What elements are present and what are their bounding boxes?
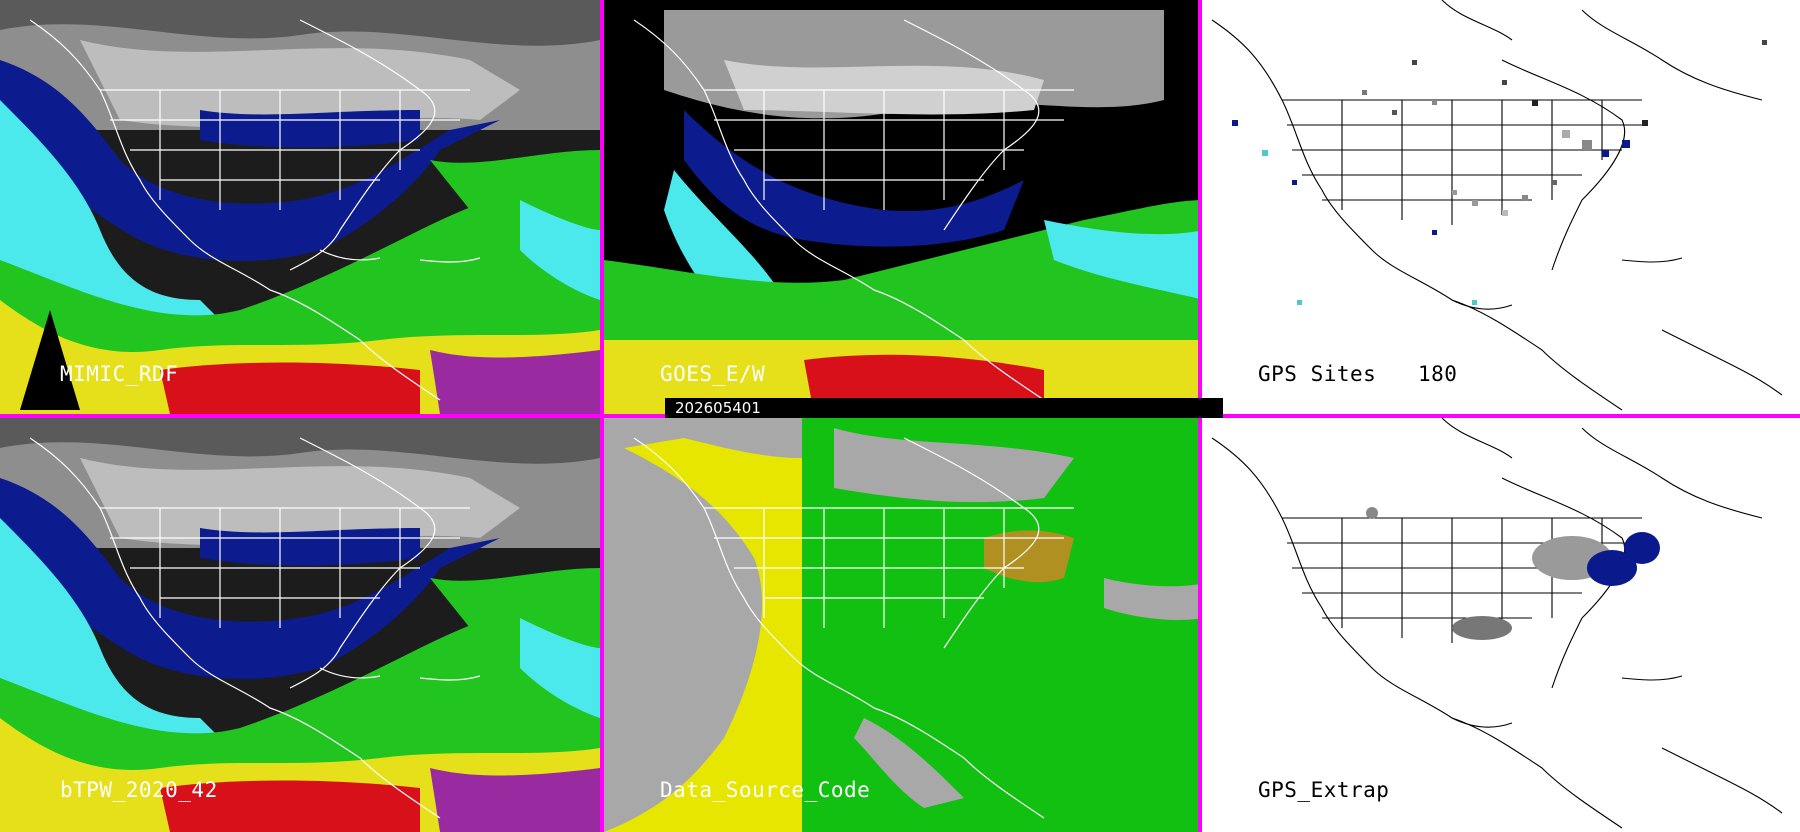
gps-map [1202, 0, 1800, 414]
gps-extrap-shading [1366, 507, 1660, 640]
panel-gps-extrap: GPS_Extrap [1202, 418, 1800, 832]
dark-wedge-icon [20, 310, 80, 410]
panel-data-source-code: Data_Source_Code [604, 418, 1198, 832]
panel-gps-sites: GPS Sites 180 [1202, 0, 1800, 414]
panel-mimic-rdf: MIMIC_RDF [0, 0, 600, 414]
gps-site-count: 180 [1418, 362, 1458, 386]
panel-btpw: bTPW_2020_42 [0, 418, 600, 832]
panel-label: MIMIC_RDF [60, 362, 179, 386]
gps-site-markers [1232, 40, 1767, 305]
gps-map [1202, 418, 1800, 832]
panel-label: GPS_Extrap [1258, 778, 1390, 802]
panel-label: bTPW_2020_42 [60, 778, 218, 802]
panel-label: GPS Sites [1258, 362, 1377, 386]
tpw-map [0, 0, 600, 414]
tpw-map [0, 418, 600, 832]
panel-label: Data_Source_Code [660, 778, 871, 802]
timestamp-bar: 202605401 [665, 398, 1223, 418]
panel-goes-ew: GOES_E/W [604, 0, 1198, 414]
panel-label: GOES_E/W [660, 362, 766, 386]
source-map [604, 418, 1198, 832]
goes-map [604, 0, 1198, 414]
